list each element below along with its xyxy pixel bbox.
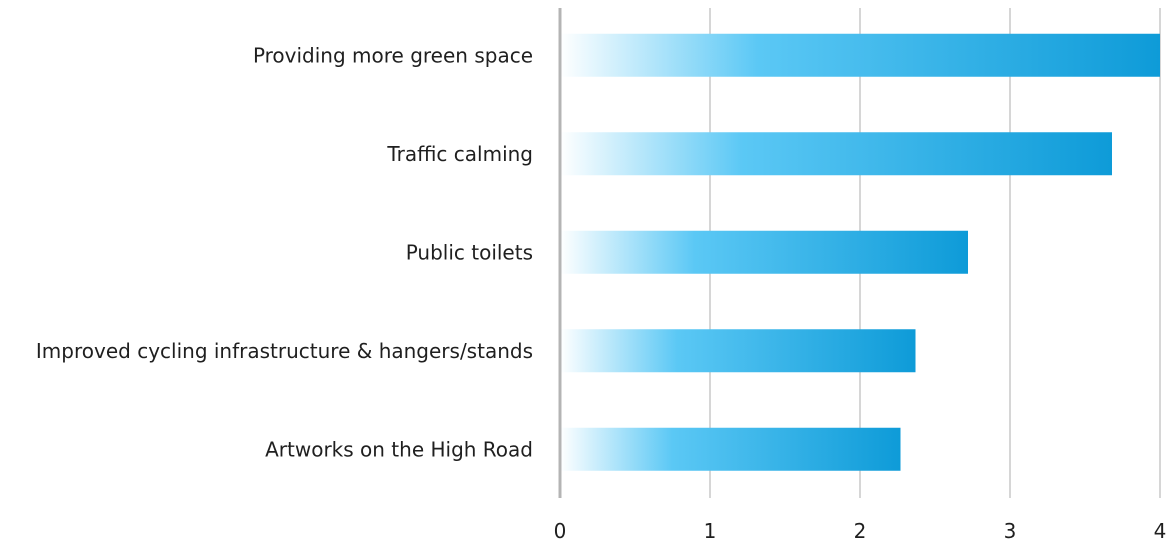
category-label-4: Improved cycling infrastructure & hanger… [36,339,533,363]
bar-3 [560,230,968,274]
x-tick-label-2: 2 [854,519,867,543]
bar-1 [560,33,1160,77]
category-label-2: Traffic calming [386,142,533,166]
bar-5 [560,427,901,471]
x-tick-label-4: 4 [1154,519,1167,543]
x-tick-label-3: 3 [1004,519,1017,543]
x-tick-label-1: 1 [704,519,717,543]
tick-labels: 0 1 2 3 4 [554,519,1167,543]
bar-4 [560,329,916,373]
x-tick-label-0: 0 [554,519,567,543]
category-label-1: Providing more green space [253,43,533,67]
category-label-5: Artworks on the High Road [265,437,533,461]
bars [560,33,1160,471]
bar-2 [560,132,1112,176]
category-labels: Providing more green space Traffic calmin… [36,43,533,461]
category-label-3: Public toilets [406,240,533,264]
